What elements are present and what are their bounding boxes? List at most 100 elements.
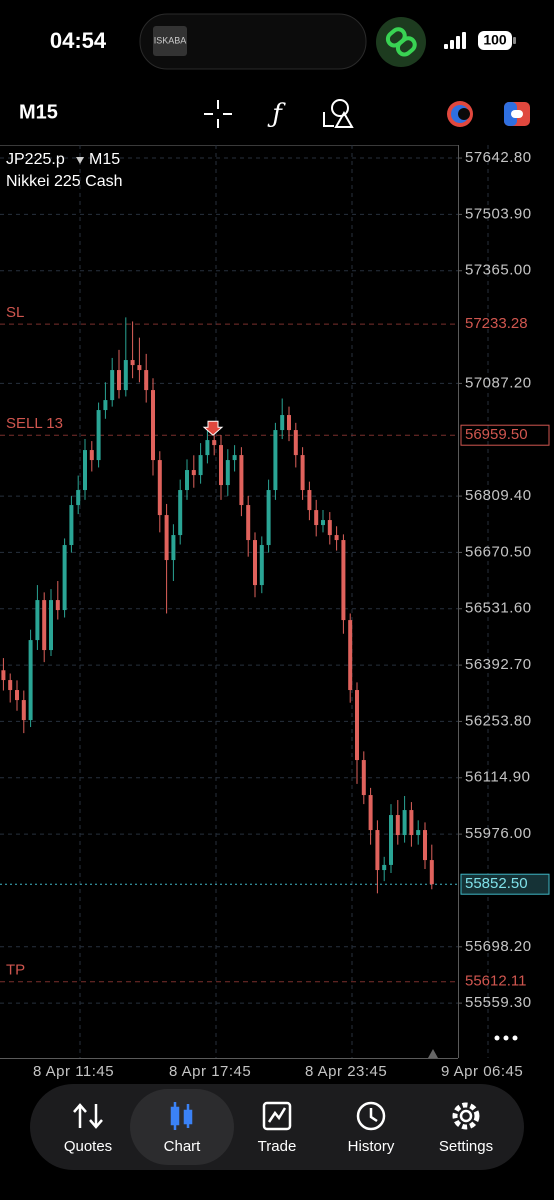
candle-body <box>69 505 74 546</box>
account-icon[interactable] <box>447 101 473 127</box>
symbol-dropdown[interactable] <box>76 157 84 164</box>
timeframe-button[interactable]: M15 <box>19 101 58 123</box>
candle-body <box>300 455 305 491</box>
price-grid <box>0 157 458 1004</box>
candle-body <box>348 620 353 691</box>
level-price: 57233.28 <box>465 315 528 332</box>
logo-box <box>153 26 187 56</box>
tab-label[interactable]: Chart <box>164 1138 202 1155</box>
candle-body <box>429 860 434 885</box>
candle-body <box>62 545 67 611</box>
candle-body <box>130 360 135 366</box>
candle-body <box>225 460 230 486</box>
battery-cap <box>513 37 516 44</box>
candle-body <box>361 760 366 796</box>
signal <box>444 32 466 49</box>
symbol-description: Nikkei 225 Cash <box>6 173 123 190</box>
y-tick-label: 56670.50 <box>465 543 532 560</box>
icon-part <box>73 1103 103 1129</box>
level-price: 55612.11 <box>465 973 526 990</box>
tab-icon[interactable] <box>262 1101 292 1131</box>
x-tick-label: 9 Apr 06:45 <box>441 1063 523 1080</box>
tab-bar <box>30 1084 524 1170</box>
tab-icon[interactable] <box>170 1102 193 1130</box>
candle-body <box>239 455 244 506</box>
y-tick-label: 57365.00 <box>465 262 532 279</box>
candle-body <box>416 830 421 836</box>
candle-body <box>117 370 121 391</box>
chart-timeframe: M15 <box>89 151 120 168</box>
candle-body <box>89 450 94 461</box>
sell-arrow <box>202 420 224 436</box>
candle-body <box>151 390 155 461</box>
candle-body <box>253 540 257 586</box>
level-name: SL <box>6 304 24 321</box>
indicators-tool[interactable]: ƒ <box>267 99 286 129</box>
candle-body <box>28 640 33 721</box>
candle-body <box>287 415 291 431</box>
icon-part <box>452 1102 480 1130</box>
y-tick-label: 57503.90 <box>465 205 532 222</box>
icon-part <box>173 1102 190 1130</box>
candle-body <box>55 600 60 611</box>
y-tick-label: 57087.20 <box>465 374 532 391</box>
icon-part <box>369 1108 378 1123</box>
tab-icon[interactable] <box>356 1101 386 1131</box>
icon-part <box>356 1101 386 1131</box>
symbol: JP225.p <box>6 151 65 168</box>
trade-icon[interactable] <box>504 102 530 126</box>
tab-label[interactable]: Trade <box>258 1138 297 1155</box>
tab-icon[interactable] <box>73 1103 103 1129</box>
candle-body <box>402 810 407 836</box>
x-tick-label: 8 Apr 17:45 <box>169 1063 251 1080</box>
y-tick-label: 56809.40 <box>465 487 532 504</box>
crosshair-tool[interactable] <box>204 100 232 128</box>
level-box <box>460 424 550 446</box>
candle-body <box>409 810 414 836</box>
objects-tool[interactable] <box>323 99 354 128</box>
candle-body <box>8 680 13 691</box>
candle-body <box>293 430 298 456</box>
candle-body <box>246 505 251 541</box>
candle-body <box>219 445 223 486</box>
tab-active-bg <box>130 1089 234 1165</box>
candle-body <box>232 455 237 461</box>
candle-body <box>15 690 19 701</box>
trade-levels: SL 57233.28 SELL 13 56959.50 TP 55612.11 55852… <box>0 304 550 990</box>
candle-body <box>35 600 40 641</box>
y-tick-label: 56114.90 <box>465 769 530 786</box>
candle-body <box>185 470 189 491</box>
tab-label[interactable]: Settings <box>439 1138 493 1155</box>
candle-body <box>144 370 149 391</box>
y-tick-label: 56392.70 <box>465 656 532 673</box>
candle-body <box>96 410 101 461</box>
candle-body <box>314 510 319 526</box>
tab-icon[interactable] <box>452 1102 480 1130</box>
level-price: 56959.50 <box>465 426 528 443</box>
link-icon <box>385 27 417 57</box>
logo: ISKABA <box>154 35 187 45</box>
candle-body <box>171 535 176 561</box>
tab-label[interactable]: Quotes <box>64 1138 112 1155</box>
candle-body <box>103 400 108 411</box>
current-price-box <box>460 873 550 895</box>
candle-body <box>212 440 217 446</box>
candle-body <box>382 864 387 871</box>
candle-body <box>368 795 373 831</box>
candle-body <box>375 830 380 871</box>
candle-body <box>355 690 359 761</box>
y-tick-label: 55559.30 <box>465 994 532 1011</box>
y-tick-label: 55976.00 <box>465 825 532 842</box>
candle-body <box>280 415 285 431</box>
tab-label[interactable]: History <box>348 1138 395 1155</box>
candle-body <box>157 460 162 516</box>
candle-body <box>110 370 115 401</box>
clock: 04:54 <box>50 28 107 53</box>
more-button[interactable] <box>494 1035 518 1041</box>
candle-body <box>395 815 400 836</box>
candle-body <box>307 490 312 511</box>
tab-items: Quotes Chart Trade History Settings <box>64 1089 493 1165</box>
candle-body <box>341 540 346 621</box>
candles <box>1 317 434 894</box>
